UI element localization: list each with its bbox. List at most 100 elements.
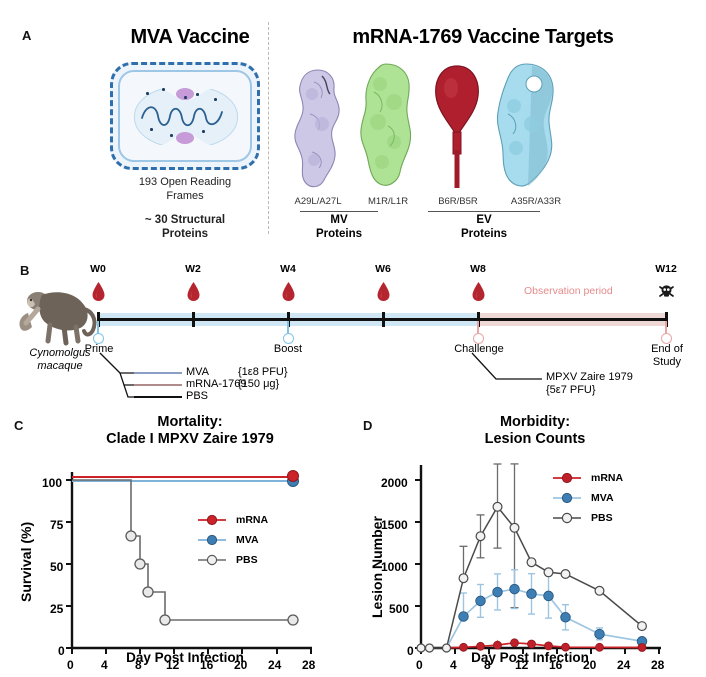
event-label-end-line2: Study [652,355,682,368]
panel-d-legend-mrna: mRNA [591,472,624,484]
panel-c-title-line1: Mortality: [157,414,223,430]
panel-d-ytick-1500: 1500 [381,518,408,532]
cynomolgus-macaque-illustration [14,279,100,346]
panel-c-xtick-20: 20 [234,658,248,672]
arm-swatch-mva [134,372,182,374]
mv-group-rule [300,211,378,212]
mva-structural-line2: Proteins [161,228,208,241]
animal-name-line2: macaque [37,360,83,373]
panel-d-xlabel: Day Post Infection [471,650,589,665]
event-marker-boost [283,321,295,344]
panel-d-xtick-0: 0 [416,658,423,672]
protein-label-m1r-l1r: M1R/L1R [367,196,409,207]
arm-swatch-pbs [134,396,182,398]
panel-c-xtick-0: 0 [67,658,74,672]
panel-d-xtick-20: 20 [583,658,597,672]
event-marker-end-of-study [661,321,673,344]
protein-label-b6r-b5r: B6R/B5R [438,196,478,207]
challenge-leader-line [471,352,542,380]
arm-swatch-mrna [134,384,182,386]
timeline-tick-w12 [665,312,668,327]
panel-d: D Morbidity: Lesion Counts Lesion Number… [355,410,706,677]
panel-d-ytick-2000: 2000 [381,476,408,490]
panel-c-ytick-100: 100 [42,476,63,490]
mva-virion-illustration [110,62,260,170]
panel-a-letter: A [22,28,32,43]
event-label-boost: Boost [273,343,303,355]
mv-group-line1: MV [330,214,348,226]
ev-group-rule [428,211,540,212]
event-label-challenge: Challenge [454,343,504,355]
blood-droplet-w2 [187,282,200,301]
timeline-tick-w8 [477,312,480,327]
arm-name-mrna: mRNA-1769 [186,378,247,390]
panel-c-legend-mva: MVA [236,534,259,546]
arm-name-pbs: PBS [186,390,209,402]
panel-d-plot [415,463,661,654]
arm-dose-mrna: {150 μg} [238,378,280,390]
panel-d-ytick-1000: 1000 [381,560,408,574]
panel-c-ytick-75: 75 [50,518,64,532]
panel-d-legend-marks [553,472,581,524]
ev-group-line2: Proteins [460,227,507,240]
timeline-tick-w2 [192,312,195,327]
panel-d-legend-pbs: PBS [591,512,613,524]
panel-a-title-right: mRNA-1769 Vaccine Targets [352,26,614,48]
panel-c-legend-mrna: mRNA [236,514,269,526]
challenge-virus-label: MPXV Zaire 1979 [546,371,633,383]
mva-orf-line2: Frames [166,189,204,202]
week-label-w0: W0 [90,263,106,275]
panel-c-xtick-24: 24 [268,658,282,672]
panel-d-xtick-16: 16 [549,658,563,672]
timeline-tick-w6 [382,312,385,327]
panel-b-letter: B [20,263,30,278]
timeline-tick-w0 [97,312,100,327]
protein-label-a29l-a27l: A29L/A27L [294,196,342,207]
event-label-prime: Prime [84,343,114,355]
blood-droplet-w0 [92,282,105,301]
event-label-end-line1: End of [651,343,683,355]
ev-group-line1: EV [476,214,492,226]
mv-group-line2: Proteins [315,227,362,240]
panel-d-title-line1: Morbidity: [499,414,571,430]
week-label-w12: W12 [655,263,677,275]
mva-structural-line1: ~ 30 Structural [144,214,226,226]
panel-a: A MVA Vaccine mRNA-1769 Vaccine Targets … [0,0,706,255]
protein-structure-b6r-b5r [430,62,484,192]
panel-d-xtick-24: 24 [617,658,631,672]
panel-c-letter: C [14,418,24,433]
mva-orf-line1: 193 Open Reading [138,176,232,188]
arm-name-mva: MVA [186,366,210,378]
week-label-w4: W4 [280,263,296,275]
timeline-tick-w4 [287,312,290,327]
panel-d-title-line2: Lesion Counts [484,431,586,447]
panel-c-xtick-8: 8 [135,658,142,672]
event-marker-challenge [473,321,485,344]
week-label-w6: W6 [375,263,391,275]
panel-c-ytick-50: 50 [50,560,64,574]
protein-label-a35r-a33r: A35R/A33R [510,196,562,207]
panel-d-ytick-0: 0 [407,644,414,658]
panel-c-xtick-4: 4 [101,658,108,672]
animal-name-line1: Cynomolgus [29,347,91,359]
panel-b: B Cynomolgus macaque W0 W2 W4 [0,255,706,410]
panel-c-xtick-12: 12 [166,658,180,672]
panel-a-title-left: MVA Vaccine [130,26,250,48]
blood-droplet-w8 [472,282,485,301]
panel-d-xtick-12: 12 [515,658,529,672]
panel-d-xtick-8: 8 [484,658,491,672]
panel-c-ytick-25: 25 [50,602,64,616]
panel-a-divider [268,22,269,234]
panel-d-legend-mva: MVA [591,492,614,504]
panel-d-xtick-28: 28 [651,658,665,672]
challenge-dose-label: {5ε7 PFU} [546,384,596,396]
panel-c-title-line2: Clade I MPXV Zaire 1979 [106,431,274,447]
panel-c-xtick-28: 28 [302,658,316,672]
panel-c-xtick-16: 16 [200,658,214,672]
panel-d-xtick-4: 4 [450,658,457,672]
protein-structure-m1r-l1r [352,62,422,190]
observation-period-label: Observation period [524,285,613,297]
protein-structure-a35r-a33r [488,62,564,190]
skull-crossbones-icon [659,285,674,297]
panel-c-plot [66,470,312,654]
